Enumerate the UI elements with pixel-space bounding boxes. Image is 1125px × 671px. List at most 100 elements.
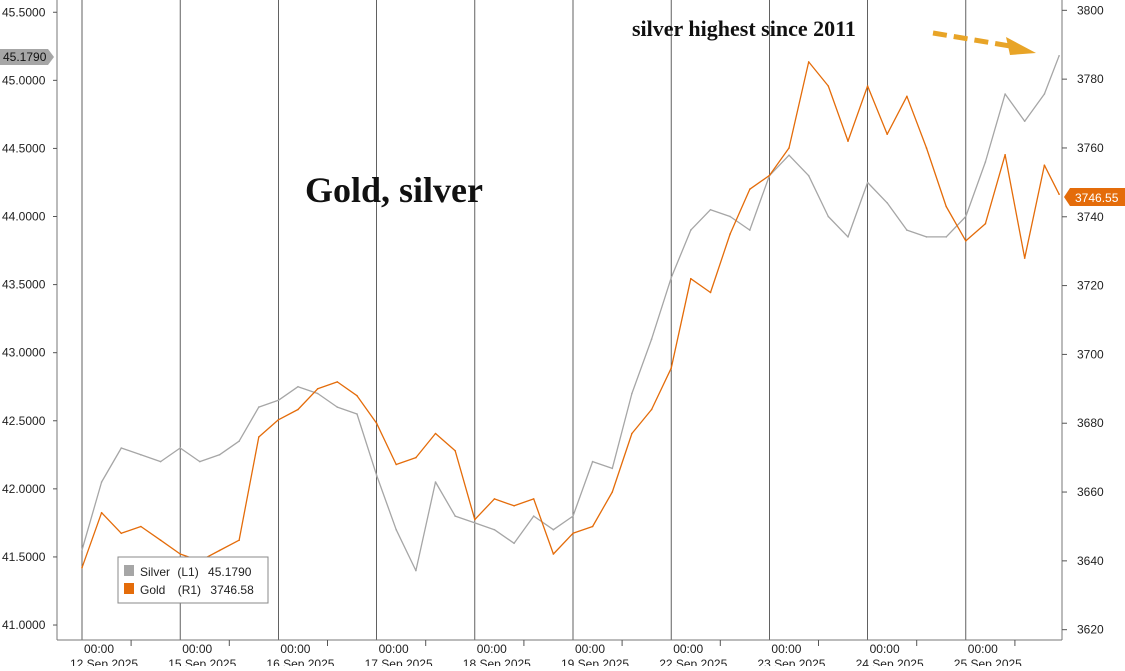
x-tick-time-5: 00:00 [575,642,605,656]
gold-point-4 [159,539,162,541]
legend-silver-axis: (L1) [177,565,198,579]
gold-point-41 [886,133,888,135]
gold-point-23 [532,498,535,500]
gold-point-22 [513,505,515,507]
gold-point-13 [336,381,339,383]
legend-gold-name: Gold [140,583,165,597]
x-tick-date-2: 16 Sep 2025 [266,657,334,666]
grid-lines [81,0,967,640]
silver-point-48 [1023,120,1026,122]
x-tick-time-2: 00:00 [280,642,310,656]
x-tick-time-4: 00:00 [477,642,507,656]
left-tick-label-0: 41.0000 [2,618,46,632]
silver-point-37 [807,174,810,177]
silver-point-46 [984,161,987,163]
right-tick-label-6: 3740 [1077,210,1104,224]
x-tick-date-6: 22 Sep 2025 [659,657,727,666]
legend-gold-value: 3746.58 [210,583,254,597]
x-tick-time-9: 00:00 [968,642,998,656]
left-tick-label-8: 45.0000 [2,73,46,87]
gold-point-17 [415,456,417,459]
gold-point-2 [120,532,123,535]
gold-point-44 [945,205,947,208]
silver-point-43 [925,236,928,238]
gold-point-9 [258,436,260,438]
x-tick-date-4: 18 Sep 2025 [463,657,531,666]
gold-point-10 [277,419,280,421]
gold-point-32 [709,291,712,294]
silver-point-40 [866,181,869,184]
gold-last-value: 3746.55 [1075,191,1119,205]
silver-point-28 [631,392,633,395]
gold-point-26 [591,525,594,528]
right-tick-label-7: 3760 [1077,141,1104,155]
gold-point-34 [749,188,751,190]
silver-point-16 [395,528,398,531]
legend-swatch-silver [124,565,134,576]
x-tick-date-5: 19 Sep 2025 [561,657,629,666]
gold-point-29 [650,408,653,411]
series-lines [81,55,1060,572]
silver-point-10 [277,399,280,402]
left-tick-label-7: 44.5000 [2,141,46,155]
gold-point-18 [434,432,437,435]
silver-point-31 [690,229,692,231]
gold-point-37 [807,61,810,63]
gold-point-19 [454,450,457,452]
gold-point-38 [827,85,830,87]
silver-point-1 [100,481,103,483]
left-tick-label-3: 42.5000 [2,414,46,428]
x-tick-date-0: 12 Sep 2025 [70,657,138,666]
gold-point-43 [925,147,928,149]
silver-point-19 [454,515,457,517]
gold-last-value-tag: 3746.55 [1064,188,1125,206]
x-tick-time-1: 00:00 [182,642,212,656]
svg-text:Silver (L1) 45: Silver (L1) 45.1790 [140,565,252,579]
silver-point-9 [258,406,260,408]
silver-point-18 [434,481,437,483]
right-tick-label-8: 3780 [1077,72,1104,86]
annotation-arrowhead-icon [1006,37,1036,55]
legend: Silver (L1) 45.1790 Gold (R1) 3746.58 [117,556,269,604]
silver-point-49 [1043,93,1046,95]
silver-point-0 [81,549,83,551]
gold-point-15 [375,422,378,425]
silver-last-value-tag: 45.1790 [0,49,54,65]
gold-point-27 [611,491,614,493]
x-tick-date-3: 17 Sep 2025 [365,657,433,666]
right-axis: 3620 3640 3660 3680 3700 3720 3740 3760 3780 3800 [1062,3,1104,637]
silver-point-26 [591,460,594,463]
silver-point-11 [297,385,299,388]
left-tick-label-9: 45.5000 [2,5,46,19]
gold-point-39 [847,140,849,142]
gold-point-47 [1004,154,1006,156]
silver-point-13 [336,406,339,408]
silver-point-23 [532,515,535,517]
silver-point-8 [238,440,240,443]
silver-point-20 [474,522,476,524]
gold-point-33 [729,233,731,235]
silver-point-32 [709,208,712,211]
gold-point-0 [81,566,83,569]
silver-point-44 [945,236,947,238]
silver-last-value: 45.1790 [3,50,47,64]
silver-point-41 [886,202,888,204]
x-tick-time-6: 00:00 [673,642,703,656]
silver-point-12 [316,392,319,395]
gold-point-8 [238,539,240,541]
chart-title: Gold, silver [305,170,483,210]
gold-point-12 [316,388,319,390]
silver-point-39 [847,236,849,238]
silver-point-30 [670,277,672,279]
silver-point-25 [572,515,574,517]
silver-point-36 [788,154,790,156]
gold-point-11 [297,408,299,411]
gold-point-14 [356,394,358,397]
silver-point-50 [1058,55,1060,57]
svg-text:Gold (R1) 3746: Gold (R1) 3746.58 [140,583,254,597]
x-tick-date-7: 23 Sep 2025 [757,657,825,666]
annotation-arrow-icon [932,30,1011,49]
